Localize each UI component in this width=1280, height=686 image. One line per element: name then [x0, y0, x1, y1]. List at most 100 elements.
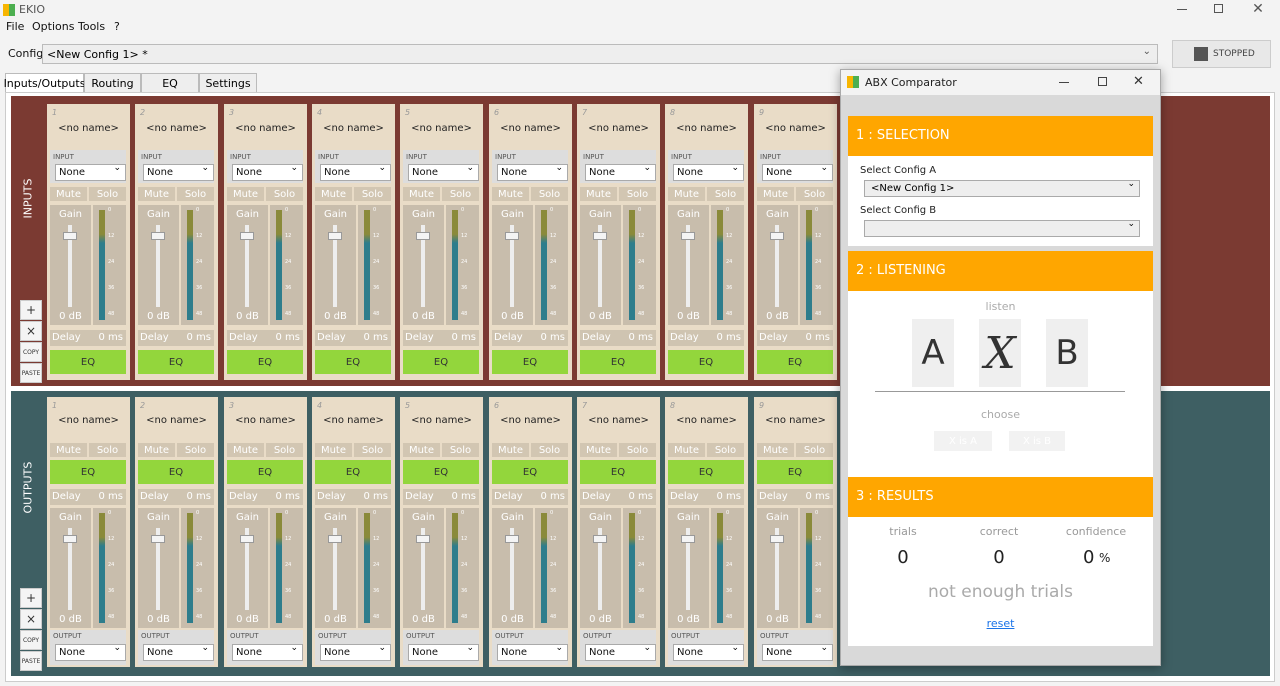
mute-button[interactable]: Mute	[580, 187, 617, 201]
mute-button[interactable]: Mute	[50, 187, 87, 201]
dropdown[interactable]: None ⌄	[232, 643, 303, 661]
solo-button[interactable]: Solo	[707, 443, 744, 457]
dropdown[interactable]: None ⌄	[497, 643, 568, 661]
gain-slider[interactable]	[240, 232, 254, 240]
gain-slider[interactable]	[328, 232, 342, 240]
mute-button[interactable]: Mute	[580, 443, 617, 457]
eq-button[interactable]: EQ	[403, 460, 479, 484]
dropdown[interactable]: None ⌄	[408, 643, 479, 661]
stop-button[interactable]: STOPPED	[1172, 40, 1271, 68]
mute-button[interactable]: Mute	[668, 187, 705, 201]
solo-button[interactable]: Solo	[266, 187, 303, 201]
solo-button[interactable]: Solo	[177, 443, 214, 457]
solo-button[interactable]: Solo	[619, 443, 656, 457]
gain-slider[interactable]	[593, 535, 607, 543]
abx-close[interactable]: ✕	[1133, 74, 1144, 89]
dropdown[interactable]: None ⌄	[143, 643, 214, 661]
eq-button[interactable]: EQ	[668, 460, 744, 484]
dropdown[interactable]: None ⌄	[585, 643, 656, 661]
gain-slider[interactable]	[416, 535, 430, 543]
mute-button[interactable]: Mute	[138, 443, 175, 457]
solo-button[interactable]: Solo	[442, 187, 479, 201]
dropdown[interactable]: None ⌄	[320, 643, 391, 661]
solo-button[interactable]: Solo	[354, 187, 391, 201]
eq-button[interactable]: EQ	[138, 350, 214, 374]
solo-button[interactable]: Solo	[531, 443, 568, 457]
dropdown[interactable]: None ⌄	[408, 163, 479, 181]
dropdown[interactable]: None ⌄	[497, 163, 568, 181]
dropdown[interactable]: None ⌄	[143, 163, 214, 181]
mute-button[interactable]: Mute	[492, 443, 529, 457]
dropdown[interactable]: None ⌄	[762, 643, 833, 661]
gain-slider[interactable]	[505, 232, 519, 240]
menu-item[interactable]: ?	[114, 20, 120, 33]
mute-button[interactable]: Mute	[492, 187, 529, 201]
tool-button[interactable]: PASTE	[20, 651, 42, 671]
solo-button[interactable]: Solo	[796, 187, 833, 201]
menu-item[interactable]: Tools	[78, 20, 106, 33]
gain-slider[interactable]	[328, 535, 342, 543]
solo-button[interactable]: Solo	[354, 443, 391, 457]
tab[interactable]: Settings	[199, 73, 257, 93]
eq-button[interactable]: EQ	[227, 460, 303, 484]
eq-button[interactable]: EQ	[757, 350, 833, 374]
gain-slider[interactable]	[505, 535, 519, 543]
gain-slider[interactable]	[416, 232, 430, 240]
eq-button[interactable]: EQ	[315, 460, 391, 484]
dropdown[interactable]: None ⌄	[320, 163, 391, 181]
mute-button[interactable]: Mute	[403, 443, 440, 457]
dropdown[interactable]: None ⌄	[762, 163, 833, 181]
gain-slider[interactable]	[770, 232, 784, 240]
minimize-button[interactable]	[1170, 0, 1194, 20]
gain-slider[interactable]	[770, 535, 784, 543]
tool-button[interactable]: COPY	[20, 630, 42, 650]
mute-button[interactable]: Mute	[668, 443, 705, 457]
mute-button[interactable]: Mute	[757, 187, 794, 201]
listen-b-button[interactable]: B	[1046, 319, 1088, 387]
eq-button[interactable]: EQ	[403, 350, 479, 374]
x-is-a-button[interactable]: X is A	[934, 431, 992, 451]
eq-button[interactable]: EQ	[668, 350, 744, 374]
mute-button[interactable]: Mute	[50, 443, 87, 457]
eq-button[interactable]: EQ	[138, 460, 214, 484]
eq-button[interactable]: EQ	[580, 460, 656, 484]
dropdown[interactable]: None ⌄	[55, 643, 126, 661]
solo-button[interactable]: Solo	[796, 443, 833, 457]
gain-slider[interactable]	[681, 232, 695, 240]
solo-button[interactable]: Solo	[266, 443, 303, 457]
gain-slider[interactable]	[593, 232, 607, 240]
solo-button[interactable]: Solo	[707, 187, 744, 201]
mute-button[interactable]: Mute	[227, 187, 264, 201]
close-glyph[interactable]: ✕	[1252, 1, 1264, 17]
tab[interactable]: EQ	[141, 73, 199, 93]
mute-button[interactable]: Mute	[315, 187, 352, 201]
reset-link[interactable]: reset	[986, 617, 1015, 630]
dropdown[interactable]: None ⌄	[232, 163, 303, 181]
listen-a-button[interactable]: A	[912, 319, 954, 387]
dropdown[interactable]: None ⌄	[55, 163, 126, 181]
menu-item[interactable]: File	[6, 20, 25, 33]
tool-button[interactable]: COPY	[20, 342, 42, 362]
dropdown[interactable]: None ⌄	[673, 643, 744, 661]
eq-button[interactable]: EQ	[50, 460, 126, 484]
gain-slider[interactable]	[681, 535, 695, 543]
abx-minimize[interactable]	[1059, 82, 1069, 83]
solo-button[interactable]: Solo	[89, 187, 126, 201]
solo-button[interactable]: Solo	[442, 443, 479, 457]
tab[interactable]: Routing	[84, 73, 141, 93]
menu-item[interactable]: Options	[32, 20, 75, 33]
config-b-select[interactable]: ⌄	[864, 219, 1140, 237]
dropdown[interactable]: None ⌄	[585, 163, 656, 181]
x-is-b-button[interactable]: X is B	[1009, 431, 1065, 451]
eq-button[interactable]: EQ	[50, 350, 126, 374]
eq-button[interactable]: EQ	[315, 350, 391, 374]
config-select[interactable]: <New Config 1> * ⌄	[42, 44, 1158, 64]
mute-button[interactable]: Mute	[138, 187, 175, 201]
eq-button[interactable]: EQ	[227, 350, 303, 374]
dropdown[interactable]: None ⌄	[673, 163, 744, 181]
tool-button[interactable]: ×	[20, 321, 42, 341]
gain-slider[interactable]	[151, 232, 165, 240]
solo-button[interactable]: Solo	[177, 187, 214, 201]
mute-button[interactable]: Mute	[227, 443, 264, 457]
tab[interactable]: Inputs/Outputs	[4, 73, 85, 93]
